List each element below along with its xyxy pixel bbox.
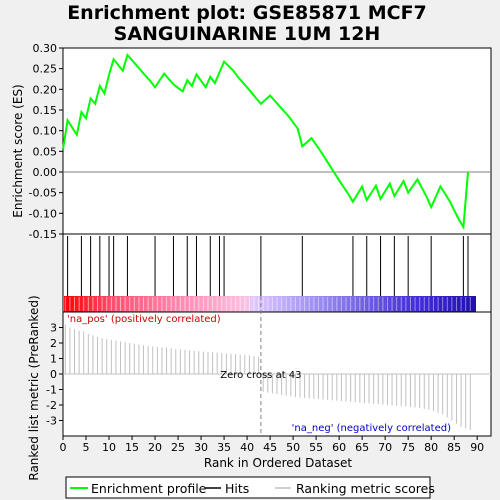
metric-tick-label: -3 (46, 415, 57, 428)
x-tick-label: 20 (148, 441, 162, 454)
metric-tick-label: 0 (50, 368, 57, 381)
es-tick-label: 0.15 (33, 104, 58, 117)
chart-title-line2: SANGUINARINE 1UM 12H (114, 23, 381, 45)
enrichment-profile-line (62, 52, 469, 231)
x-tick-label: 45 (263, 441, 277, 454)
x-tick-label: 90 (470, 441, 484, 454)
es-tick-label: 0.10 (33, 125, 58, 138)
x-tick-label: 35 (217, 441, 231, 454)
es-tick-label: -0.10 (29, 207, 57, 220)
es-tick-label: 0.05 (33, 145, 58, 158)
x-tick-label: 75 (401, 441, 415, 454)
es-tick-label: -0.15 (29, 228, 57, 241)
pos-label: 'na_pos' (positively correlated) (67, 314, 221, 325)
metric-tick-label: 3 (50, 322, 57, 335)
es-tick-label: -0.05 (29, 187, 57, 200)
x-tick-label: 5 (83, 441, 90, 454)
metric-axis-label: Ranked list metric (PreRanked) (27, 295, 41, 480)
x-tick-label: 60 (332, 441, 346, 454)
es-tick-label: 0.30 (33, 42, 58, 55)
es-panel (62, 47, 492, 235)
x-axis-label: Rank in Ordered Dataset (204, 456, 352, 470)
x-tick-label: 40 (240, 441, 254, 454)
legend-label-hits: Hits (225, 481, 249, 496)
x-tick-label: 15 (125, 441, 139, 454)
x-tick-label: 55 (309, 441, 323, 454)
metric-tick-label: 1 (50, 353, 57, 366)
es-tick-label: 0.20 (33, 83, 58, 96)
x-tick-label: 85 (447, 441, 461, 454)
x-tick-label: 65 (355, 441, 369, 454)
legend-box (65, 476, 431, 499)
ranking-color-bar (64, 296, 476, 312)
metric-tick-label: -2 (46, 399, 57, 412)
metric-tick-label: -1 (46, 384, 57, 397)
x-tick-label: 30 (194, 441, 208, 454)
x-tick-label: 80 (424, 441, 438, 454)
legend-label-profile: Enrichment profile (91, 481, 207, 496)
metric-tick-label: 2 (50, 337, 57, 350)
x-tick-label: 50 (286, 441, 300, 454)
x-tick-label: 25 (171, 441, 185, 454)
chart-title-line1: Enrichment plot: GSE85871 MCF7 (67, 2, 427, 24)
x-tick-label: 10 (102, 441, 116, 454)
zero-cross-label: Zero cross at 43 (220, 370, 301, 381)
x-tick-label: 0 (60, 441, 67, 454)
es-tick-label: 0.25 (33, 63, 58, 76)
x-tick-label: 70 (378, 441, 392, 454)
es-axis-label: Enrichment score (ES) (11, 84, 25, 217)
neg-label: 'na_neg' (negatively correlated) (292, 423, 451, 434)
es-tick-label: 0.00 (33, 166, 58, 179)
legend-label-metric: Ranking metric scores (296, 481, 435, 496)
